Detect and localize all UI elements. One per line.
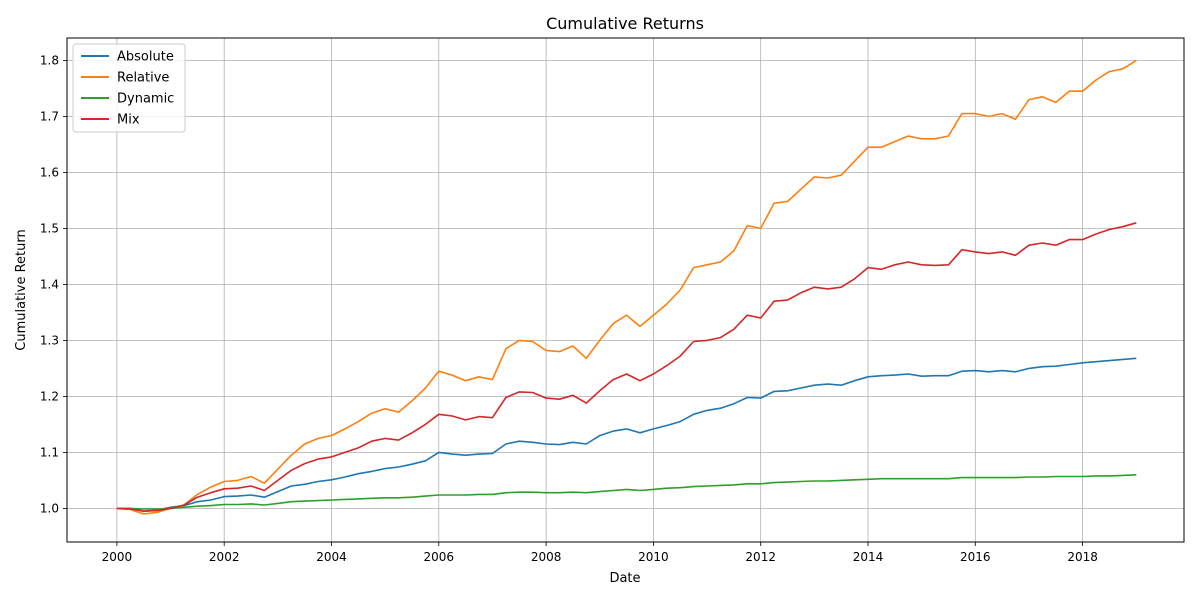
series-line-dynamic: [116, 474, 1137, 510]
legend-label-dynamic: Dynamic: [117, 92, 174, 107]
legend-label-mix: Mix: [117, 113, 140, 128]
x-tick-label: 2002: [209, 550, 240, 564]
y-tick-label: 1.7: [40, 109, 59, 123]
y-tick-label: 1.5: [40, 221, 59, 235]
x-tick-label: 2004: [316, 550, 347, 564]
legend-box: [72, 43, 186, 133]
y-tick-label: 1.2: [40, 389, 59, 403]
x-tick-label: 2010: [638, 550, 669, 564]
legend: Absolute Relative Dynamic Mix: [72, 43, 186, 133]
x-tick-label: 2006: [424, 550, 455, 564]
y-tick-label: 1.0: [40, 501, 59, 515]
x-tick-label: 2014: [853, 550, 884, 564]
x-axis-title: Date: [609, 571, 640, 586]
x-tick-label: 2000: [102, 550, 133, 564]
x-tick-label: 2012: [745, 550, 776, 564]
y-tick-label: 1.8: [40, 53, 59, 67]
series-line-mix: [116, 222, 1137, 513]
x-tick-label: 2016: [960, 550, 991, 564]
series-line-relative: [116, 59, 1137, 515]
series-layer: [116, 59, 1137, 515]
series-line-absolute: [116, 357, 1137, 513]
x-axis: 2000 2002 2004 2006 2008 2010 2012 2014 2016 2018: [102, 542, 1098, 564]
x-tick-label: 2018: [1067, 550, 1098, 564]
y-tick-label: 1.3: [40, 333, 59, 347]
legend-label-absolute: Absolute: [117, 50, 174, 65]
grid-lines: [67, 38, 1184, 542]
y-tick-label: 1.4: [40, 277, 59, 291]
plot-frame: [66, 37, 1185, 543]
y-axis: 1.0 1.1 1.2 1.3 1.4 1.5 1.6 1.7 1.8: [40, 53, 67, 515]
y-tick-label: 1.6: [40, 165, 59, 179]
chart-title: Cumulative Returns: [546, 14, 704, 33]
x-tick-label: 2008: [531, 550, 562, 564]
y-axis-title: Cumulative Return: [14, 229, 29, 350]
y-tick-label: 1.1: [40, 445, 59, 459]
legend-label-relative: Relative: [117, 71, 169, 86]
